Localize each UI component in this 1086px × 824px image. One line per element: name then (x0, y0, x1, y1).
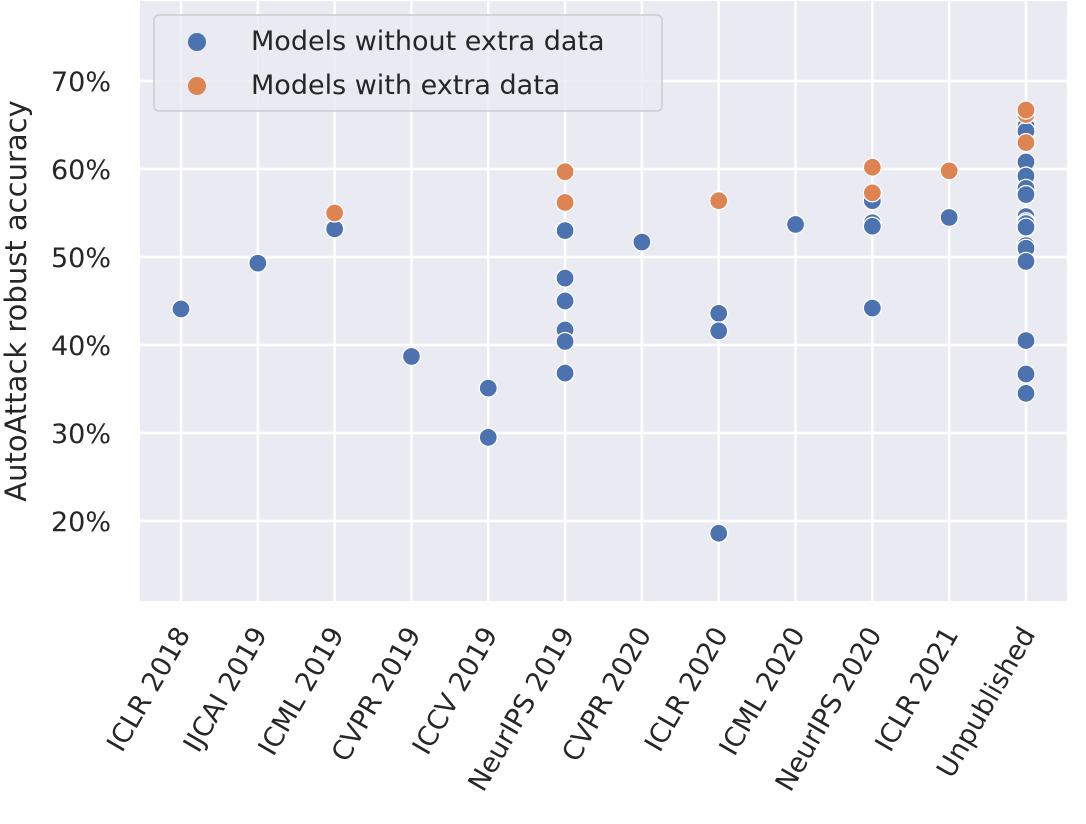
point-without-extra-data (555, 331, 575, 352)
point-without-extra-data (785, 214, 806, 235)
legend-label-without-extra-data: Models without extra data (251, 26, 605, 57)
legend-marker-with-extra-data (188, 77, 206, 95)
point-without-extra-data (1016, 184, 1036, 205)
point-with-extra-data (709, 191, 729, 211)
point-without-extra-data (632, 232, 652, 252)
y-axis-label: AutoAttack robust accuracy (0, 100, 33, 501)
legend-box (153, 14, 663, 112)
point-with-extra-data (1016, 132, 1036, 153)
point-without-extra-data (478, 378, 498, 398)
point-without-extra-data (248, 253, 268, 273)
y-tick-label: 70% (51, 67, 111, 98)
point-without-extra-data (1016, 383, 1036, 404)
point-without-extra-data (709, 523, 729, 543)
point-without-extra-data (709, 321, 729, 341)
point-without-extra-data (709, 303, 729, 323)
point-without-extra-data (555, 220, 575, 241)
point-with-extra-data (862, 157, 883, 177)
point-without-extra-data (862, 216, 883, 236)
point-without-extra-data (555, 268, 575, 288)
point-with-extra-data (324, 203, 345, 223)
point-without-extra-data (1016, 364, 1036, 384)
point-without-extra-data (478, 427, 498, 448)
y-tick-label: 60% (51, 155, 111, 186)
point-without-extra-data (1016, 330, 1036, 351)
point-without-extra-data (862, 298, 883, 318)
point-with-extra-data (939, 161, 959, 181)
y-tick-labels: 20% 30% 40% 50% 60% 70% (51, 67, 111, 538)
point-with-extra-data (555, 192, 575, 213)
point-without-extra-data (555, 363, 575, 383)
y-tick-label: 50% (51, 243, 111, 274)
point-with-extra-data (862, 183, 883, 203)
legend: Models without extra data Models with ex… (153, 14, 663, 112)
y-tick-label: 40% (51, 331, 111, 362)
point-with-extra-data (555, 162, 575, 182)
point-without-extra-data (555, 291, 575, 311)
point-without-extra-data (1016, 217, 1036, 237)
point-without-extra-data (1016, 251, 1036, 272)
data-points (171, 100, 1036, 543)
legend-marker-without-extra-data (188, 33, 206, 51)
point-without-extra-data (401, 346, 422, 367)
y-tick-label: 30% (51, 419, 111, 450)
point-without-extra-data (171, 299, 191, 319)
point-without-extra-data (939, 207, 959, 228)
y-tick-label: 20% (51, 507, 111, 538)
legend-label-with-extra-data: Models with extra data (251, 70, 560, 101)
point-with-extra-data (1016, 100, 1036, 120)
